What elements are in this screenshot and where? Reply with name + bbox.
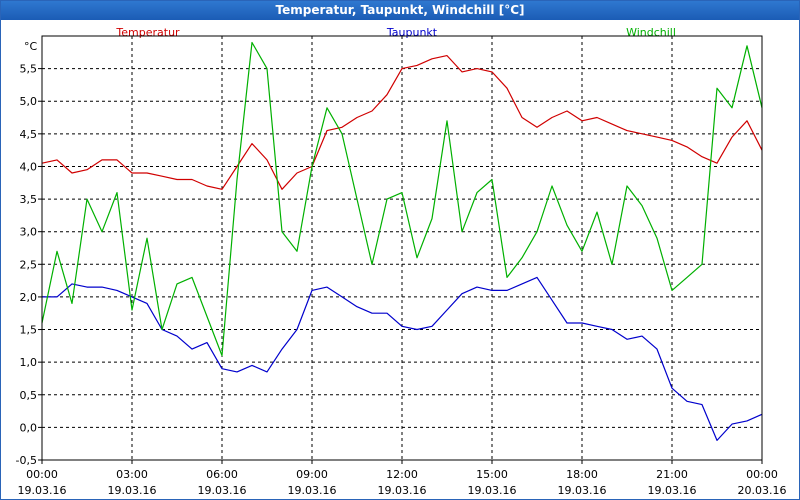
y-tick-label: 4,0 xyxy=(20,160,38,173)
legend-temperatur: Temperatur xyxy=(115,26,180,39)
y-tick-label: 1,5 xyxy=(20,324,38,337)
series-line-windchill xyxy=(41,41,763,357)
y-tick-label: 2,0 xyxy=(20,291,38,304)
x-tick-time: 18:00 xyxy=(566,468,598,481)
y-tick-label: 0,5 xyxy=(20,389,38,402)
x-tick-date: 19.03.16 xyxy=(18,484,67,497)
legend-taupunkt: Taupunkt xyxy=(386,26,438,39)
y-tick-label: 3,5 xyxy=(20,193,38,206)
y-tick-label: 5,5 xyxy=(20,63,38,76)
x-tick-time: 00:00 xyxy=(26,468,58,481)
y-axis-label: °C xyxy=(24,40,38,53)
y-tick-label: 5,0 xyxy=(20,95,38,108)
x-tick-time: 00:00 xyxy=(746,468,778,481)
y-tick-label: 0,0 xyxy=(20,421,38,434)
x-tick-time: 12:00 xyxy=(386,468,418,481)
x-tick-time: 21:00 xyxy=(656,468,688,481)
x-tick-date: 19.03.16 xyxy=(378,484,427,497)
x-tick-date: 19.03.16 xyxy=(198,484,247,497)
window-title: Temperatur, Taupunkt, Windchill [°C] xyxy=(1,1,799,20)
x-tick-date: 19.03.16 xyxy=(288,484,337,497)
x-tick-date: 19.03.16 xyxy=(558,484,607,497)
x-tick-date: 19.03.16 xyxy=(468,484,517,497)
y-tick-label: -0,5 xyxy=(16,454,37,467)
legend-windchill: Windchill xyxy=(626,26,676,39)
y-tick-label: 4,5 xyxy=(20,128,38,141)
x-tick-time: 09:00 xyxy=(296,468,328,481)
x-tick-date: 19.03.16 xyxy=(108,484,157,497)
y-tick-label: 2,5 xyxy=(20,258,38,271)
x-tick-time: 03:00 xyxy=(116,468,148,481)
plot-frame xyxy=(41,35,763,461)
series-line-temperatur xyxy=(41,54,763,190)
x-tick-date: 20.03.16 xyxy=(738,484,787,497)
y-tick-label: 3,0 xyxy=(20,226,38,239)
x-tick-time: 15:00 xyxy=(476,468,508,481)
x-tick-date: 19.03.16 xyxy=(648,484,697,497)
x-tick-time: 06:00 xyxy=(206,468,238,481)
y-tick-label: 1,0 xyxy=(20,356,38,369)
